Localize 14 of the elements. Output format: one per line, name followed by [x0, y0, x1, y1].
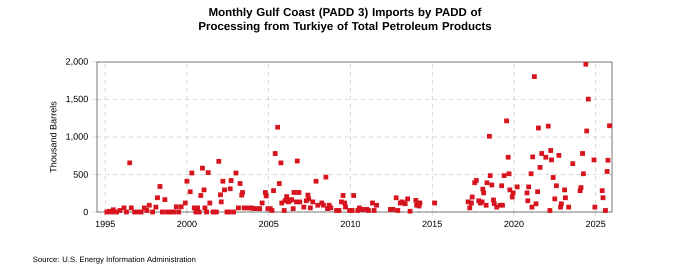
y-tick-label: 1,500: [66, 96, 88, 104]
x-tick-label: 2000: [177, 220, 197, 228]
x-tick-label: 2010: [340, 220, 360, 228]
y-tick-label: 0: [84, 208, 88, 216]
x-tick-label: 2020: [504, 220, 524, 228]
x-tick-label: 2005: [259, 220, 278, 228]
chart-title: Monthly Gulf Coast (PADD 3) Imports by PADD of Processing from Turkiye of Total Petroleum Products: [199, 8, 492, 32]
y-tick-label: 500: [74, 171, 88, 178]
y-tick-label: 1,000: [66, 133, 88, 141]
x-tick-label: 1995: [96, 220, 115, 228]
y-axis-title: Thousand Barrels: [50, 102, 56, 173]
y-tick-label: 2,000: [66, 58, 88, 66]
x-tick-label: 2015: [422, 220, 442, 228]
x-tick-label: 2025: [586, 220, 606, 228]
